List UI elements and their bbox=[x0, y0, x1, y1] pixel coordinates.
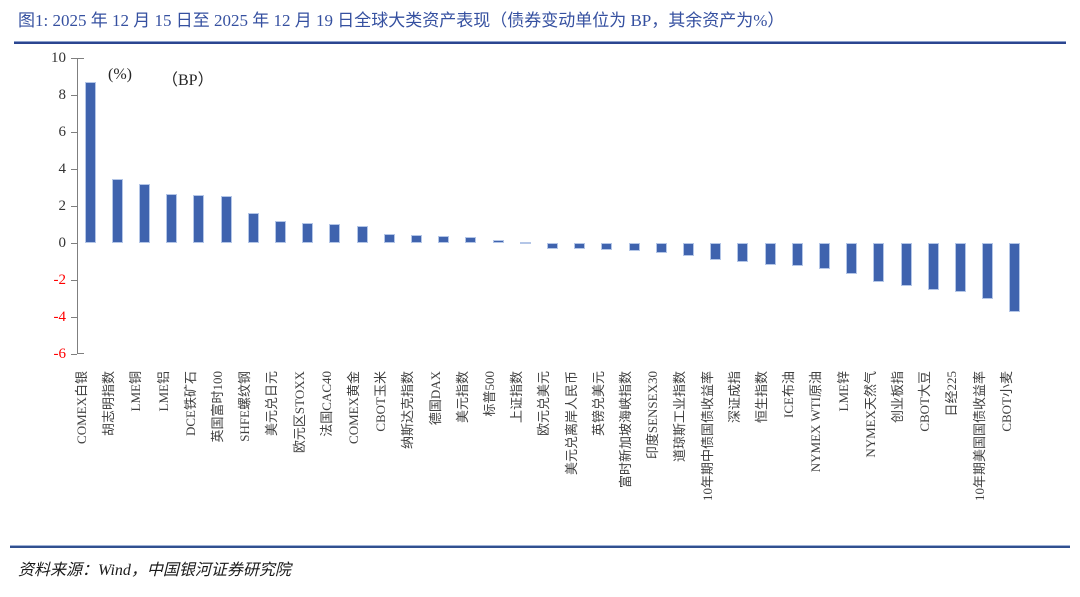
x-axis-label: 法国CAC40 bbox=[318, 371, 334, 437]
bar bbox=[1009, 243, 1021, 313]
bar bbox=[873, 243, 885, 282]
bar bbox=[655, 243, 667, 253]
y-tick-label: 6 bbox=[58, 124, 67, 140]
y-tick-mark bbox=[71, 243, 77, 244]
x-axis-label: 胡志明指数 bbox=[101, 371, 117, 437]
y-tick-mark bbox=[71, 354, 77, 355]
bar bbox=[546, 243, 558, 249]
x-axis-label: COMEX黄金 bbox=[346, 371, 361, 444]
source-note: 资料来源：Wind，中国银河证券研究院 bbox=[18, 562, 291, 579]
x-axis-label: 创业板指 bbox=[890, 371, 905, 424]
y-axis-endcap bbox=[77, 58, 84, 59]
x-axis-label: CBOT大豆 bbox=[917, 371, 933, 432]
x-axis-label: 深证成指 bbox=[726, 371, 742, 424]
x-axis-label: 美元兑离岸人民币 bbox=[563, 371, 579, 476]
bar bbox=[900, 243, 912, 286]
x-axis-label: 道琼斯工业指数 bbox=[672, 371, 688, 463]
x-axis-label: LME锌 bbox=[835, 371, 851, 412]
y-tick-label: 8 bbox=[58, 87, 67, 103]
x-axis-label: 10年期中债国债收益率 bbox=[699, 371, 715, 502]
bar bbox=[166, 194, 178, 243]
y-tick-mark bbox=[71, 169, 77, 170]
y-tick-mark bbox=[71, 95, 77, 96]
x-axis-label: 德国DAX bbox=[427, 371, 443, 426]
x-axis-label: 纳斯达克指数 bbox=[400, 371, 416, 450]
bar bbox=[438, 236, 450, 243]
x-axis-label: LME铜 bbox=[128, 371, 144, 412]
x-axis-label: 上证指数 bbox=[509, 371, 525, 424]
x-axis-label: ICE布油 bbox=[781, 371, 797, 418]
x-axis-label: COMEX白银 bbox=[74, 371, 89, 444]
y-tick-label: -2 bbox=[53, 272, 67, 288]
bar bbox=[84, 82, 96, 243]
y-axis-line bbox=[77, 58, 78, 354]
x-axis-label: 欧元区STOXX bbox=[291, 371, 307, 454]
bar bbox=[574, 243, 586, 250]
bar bbox=[111, 179, 123, 243]
x-axis-label: DCE铁矿石 bbox=[182, 371, 198, 437]
unit-annotation-bp: （BP） bbox=[162, 72, 214, 89]
x-axis-label: SHFE螺纹钢 bbox=[237, 371, 253, 442]
bar bbox=[138, 183, 150, 243]
figure-title: 图1: 2025 年 12 月 15 日至 2025 年 12 月 19 日全球… bbox=[18, 11, 785, 30]
x-axis-label: 富时新加坡海峡指数 bbox=[618, 371, 633, 489]
bar bbox=[982, 243, 994, 299]
bar bbox=[818, 243, 830, 269]
y-tick-mark bbox=[71, 206, 77, 207]
y-tick-label: -6 bbox=[53, 346, 67, 362]
y-tick-label: -4 bbox=[53, 309, 67, 325]
y-tick-label: 0 bbox=[58, 235, 67, 251]
bar bbox=[356, 226, 368, 243]
y-tick-mark bbox=[71, 280, 77, 281]
x-axis-label: 恒生指数 bbox=[754, 371, 769, 424]
bar bbox=[274, 220, 286, 243]
y-tick-mark bbox=[71, 58, 77, 59]
bar bbox=[465, 237, 477, 243]
bar bbox=[329, 224, 341, 243]
bar bbox=[519, 241, 531, 244]
bar bbox=[682, 243, 694, 256]
x-axis-label: 日经225 bbox=[944, 371, 960, 417]
bar bbox=[601, 243, 613, 250]
y-tick-label: 2 bbox=[58, 198, 67, 214]
unit-annotation-percent: (%) bbox=[108, 66, 132, 83]
bar bbox=[764, 243, 776, 266]
x-axis-label: 美元兑日元 bbox=[264, 371, 280, 437]
x-axis-label: 标普500 bbox=[482, 371, 497, 417]
x-axis-label: NYMEX天然气 bbox=[862, 371, 878, 458]
x-axis-label: 英镑兑美元 bbox=[590, 371, 606, 437]
bar bbox=[410, 235, 422, 243]
bar bbox=[846, 243, 858, 274]
y-tick-label: 4 bbox=[58, 161, 67, 177]
bar bbox=[954, 243, 966, 292]
x-axis-label: LME铝 bbox=[155, 371, 171, 412]
bar bbox=[791, 243, 803, 267]
x-axis-label: CBOT玉米 bbox=[373, 371, 389, 432]
bar bbox=[220, 195, 232, 243]
title-divider bbox=[14, 41, 1066, 44]
x-axis-label: 英国富时100 bbox=[210, 371, 225, 443]
bar bbox=[492, 240, 504, 243]
x-axis-label: 欧元兑美元 bbox=[536, 371, 552, 437]
x-axis-label: 10年期美国国债收益率 bbox=[971, 371, 987, 502]
bar bbox=[383, 233, 395, 244]
y-tick-label: 10 bbox=[51, 50, 66, 66]
footer-divider bbox=[10, 545, 1070, 548]
x-axis-label: CBOT小麦 bbox=[998, 371, 1014, 432]
bar bbox=[193, 194, 205, 243]
bar bbox=[737, 243, 749, 262]
y-axis-endcap bbox=[77, 353, 84, 354]
bar bbox=[927, 243, 939, 291]
y-tick-mark bbox=[71, 132, 77, 133]
x-axis-label: 印度SENSEX30 bbox=[645, 371, 661, 460]
x-axis-label: NYMEX WTI原油 bbox=[808, 371, 824, 473]
bar bbox=[710, 243, 722, 260]
bar bbox=[302, 222, 314, 244]
y-tick-mark bbox=[71, 317, 77, 318]
x-axis-label: 美元指数 bbox=[454, 371, 470, 424]
bar bbox=[628, 243, 640, 251]
bar bbox=[247, 213, 259, 243]
